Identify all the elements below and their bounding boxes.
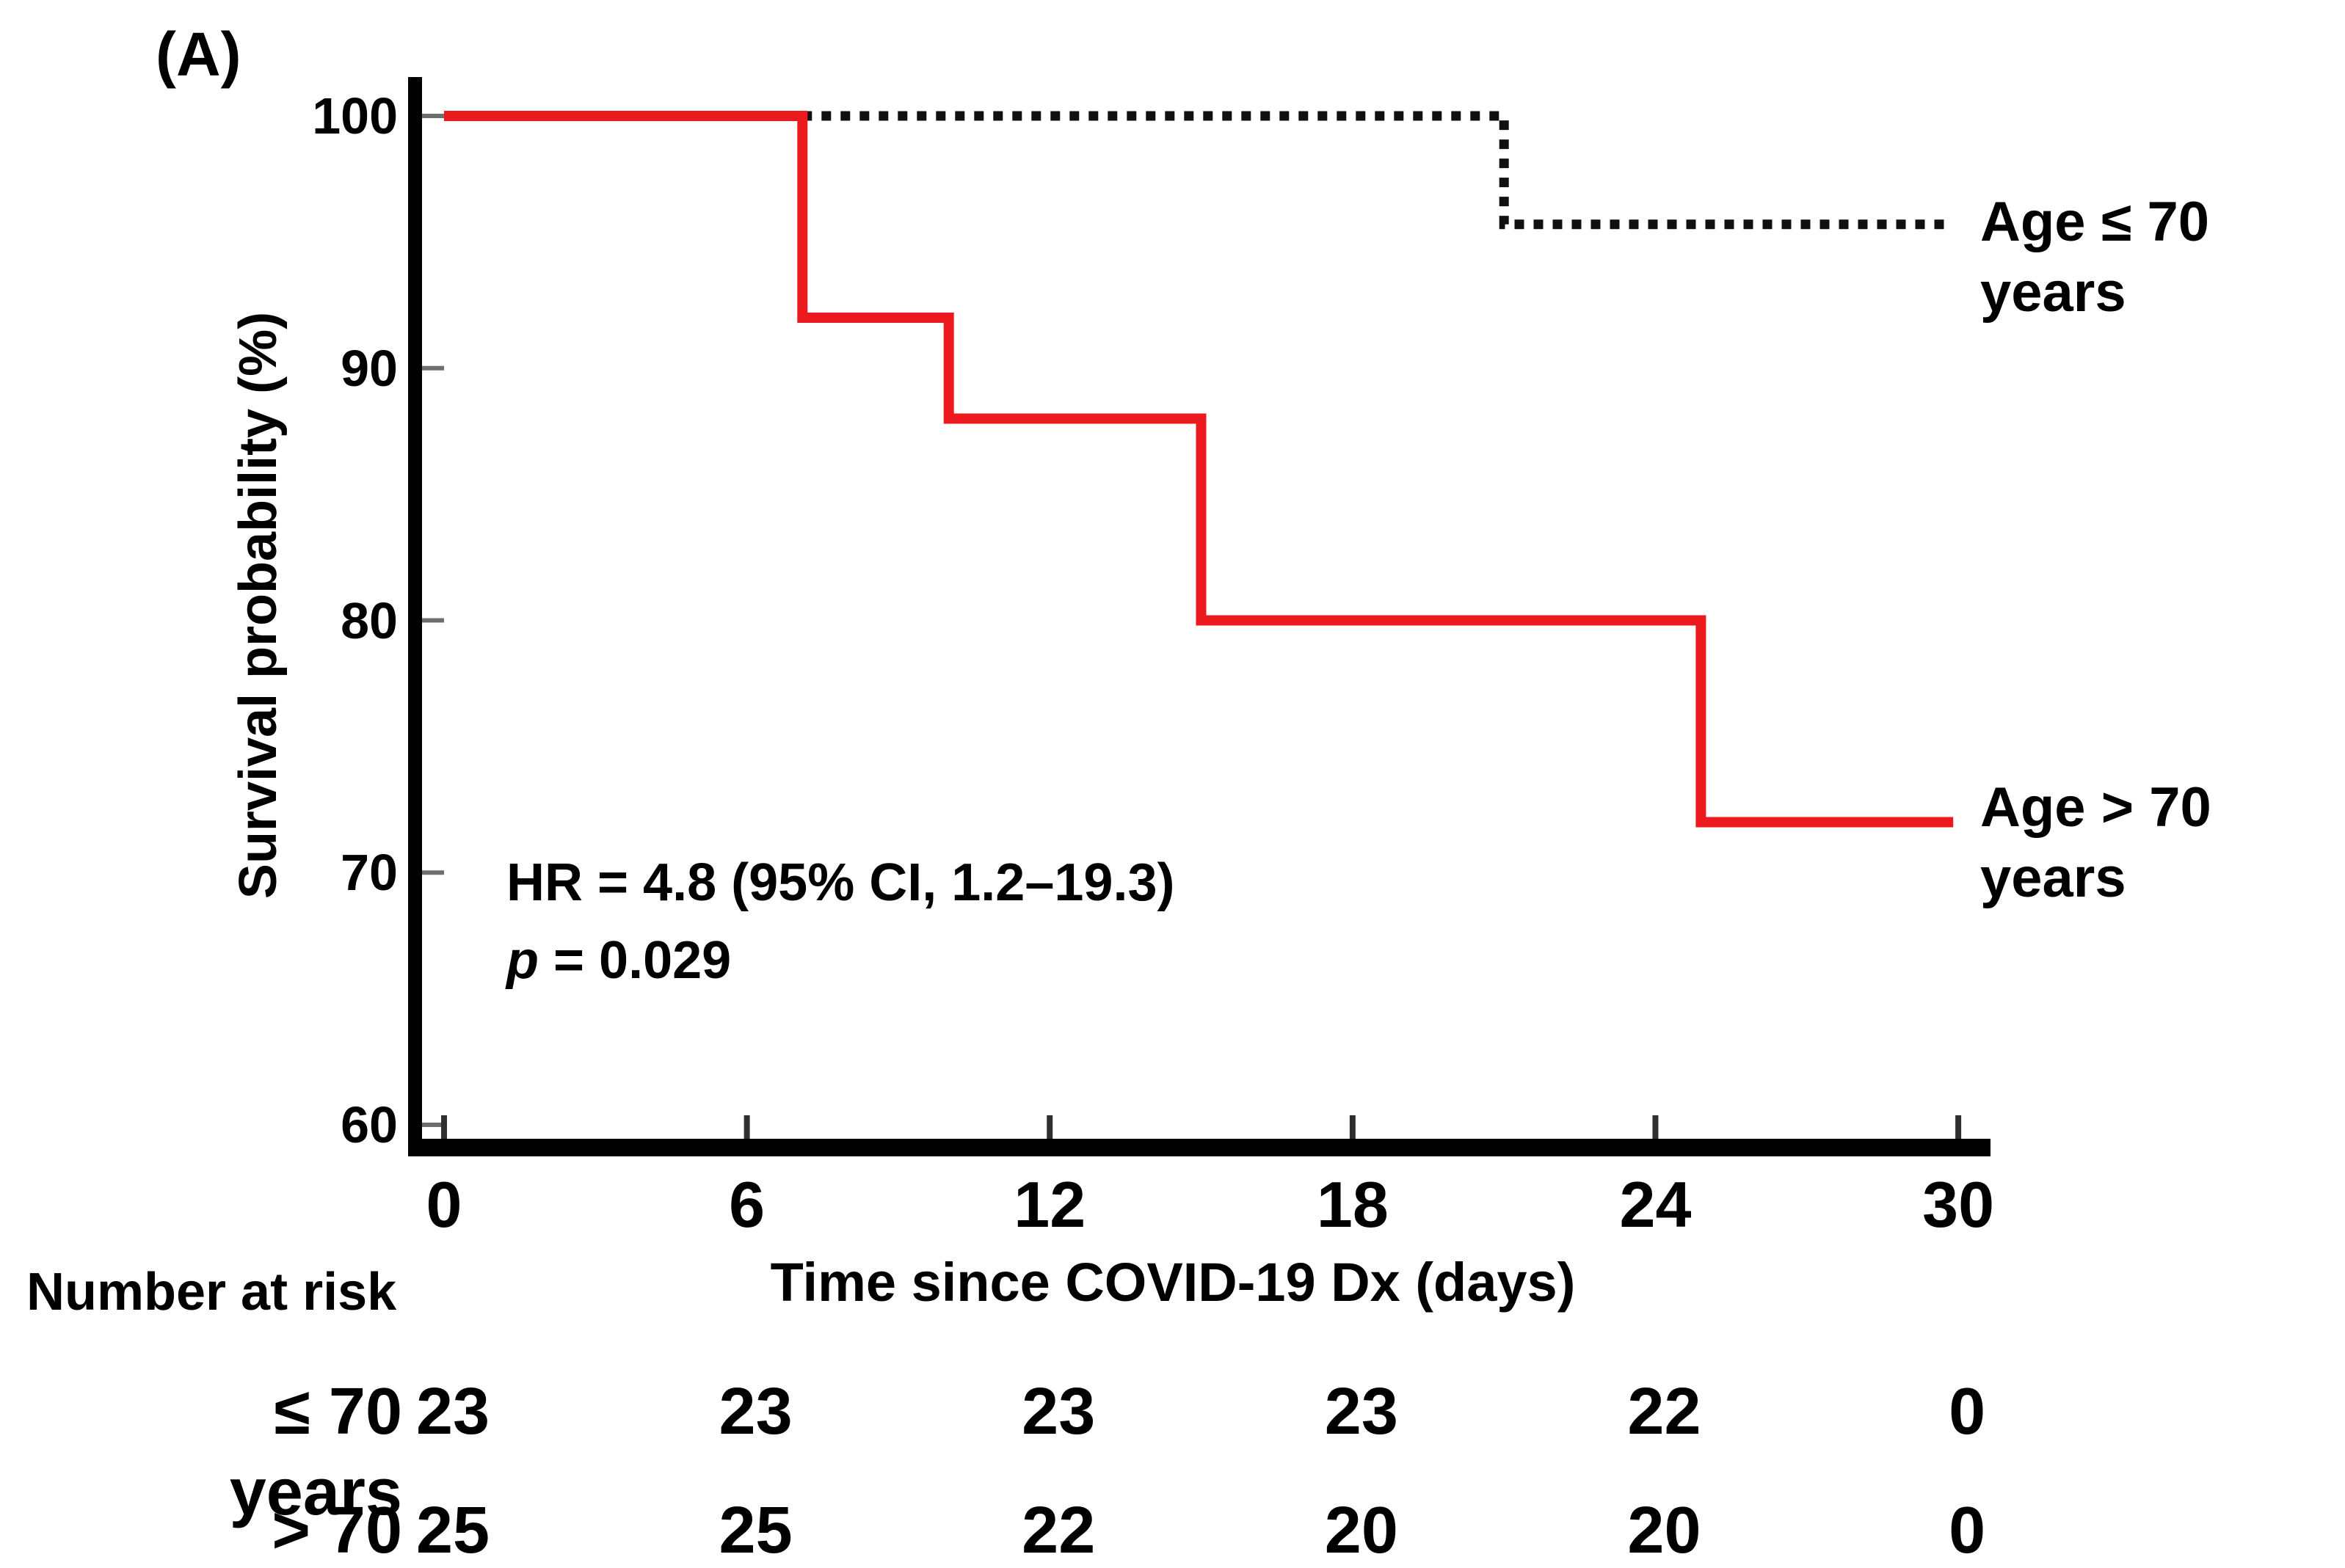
- x-tick-label: 6: [729, 1168, 766, 1241]
- x-axis-title: Time since COVID-19 Dx (days): [770, 1252, 1576, 1313]
- number-at-risk-title: Number at risk: [26, 1263, 397, 1321]
- y-tick-label: 60: [341, 1096, 398, 1153]
- risk-count: 20: [1324, 1494, 1398, 1567]
- p-value-text: p = 0.029: [506, 922, 1174, 999]
- survival-curve-age-le-70: [802, 111, 1954, 230]
- x-tick-label: 12: [1014, 1168, 1086, 1241]
- legend-label-age-le-70: Age ≤ 70 years: [1980, 191, 2210, 324]
- hazard-ratio-text: HR = 4.8 (95% CI, 1.2–19.3): [506, 853, 1175, 912]
- panel-label: (A): [156, 20, 241, 89]
- y-axis-line: [408, 77, 422, 1156]
- risk-count: 23: [1324, 1375, 1398, 1448]
- x-tick-label: 0: [426, 1168, 462, 1241]
- risk-count: 23: [1022, 1375, 1096, 1448]
- risk-count: 22: [1022, 1494, 1096, 1567]
- risk-row-label-le-70: ≤ 70 years: [229, 1375, 402, 1529]
- x-tick-label: 24: [1619, 1168, 1692, 1241]
- risk-row-label-gt-70: > 70 years: [272, 1494, 402, 1567]
- y-tick-label: 100: [312, 87, 398, 145]
- survival-curve-age-gt-70: [444, 111, 1954, 828]
- risk-count: 25: [719, 1494, 793, 1567]
- stats-annotation: HR = 4.8 (95% CI, 1.2–19.3) p = 0.029: [506, 844, 1174, 999]
- y-tick-label: 90: [341, 339, 398, 397]
- x-axis-line: [408, 1139, 1990, 1156]
- x-tick-label: 30: [1922, 1168, 1995, 1241]
- legend-label-age-gt-70: Age > 70 years: [1980, 776, 2211, 909]
- risk-count: 23: [719, 1375, 793, 1448]
- risk-count: 22: [1627, 1375, 1701, 1448]
- y-tick-label: 80: [341, 591, 398, 649]
- risk-count: 25: [415, 1494, 490, 1567]
- p-symbol: p: [506, 931, 539, 990]
- p-value: = 0.029: [538, 931, 732, 990]
- risk-count: 23: [415, 1375, 490, 1448]
- risk-count: 0: [1949, 1494, 1986, 1567]
- y-tick-label: 70: [341, 844, 398, 902]
- risk-count: 0: [1949, 1375, 1986, 1448]
- x-tick-label: 18: [1316, 1168, 1389, 1241]
- risk-count: 20: [1627, 1494, 1701, 1567]
